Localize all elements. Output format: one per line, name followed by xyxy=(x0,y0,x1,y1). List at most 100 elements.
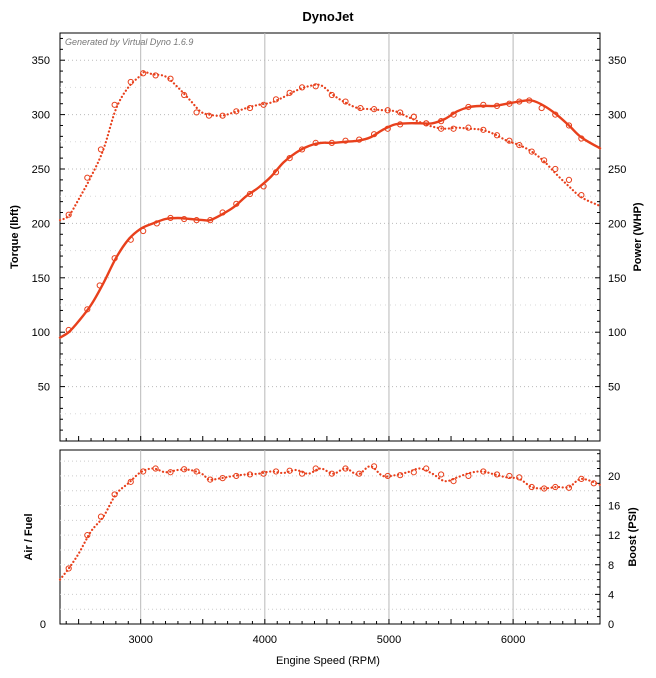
boost-point xyxy=(465,472,472,480)
power-point xyxy=(65,211,72,218)
boost-tick-label: 4 xyxy=(608,589,614,601)
torque-point xyxy=(84,306,91,313)
power-point xyxy=(219,112,226,119)
torque-point xyxy=(384,125,391,132)
boost-point xyxy=(480,468,487,475)
power-point xyxy=(286,89,293,96)
power-point xyxy=(410,113,417,120)
power-point xyxy=(480,126,487,133)
boost-point xyxy=(516,474,523,481)
bottom-series xyxy=(58,463,602,581)
power-tick-label: 250 xyxy=(608,164,626,176)
power-point xyxy=(193,109,200,116)
power-point xyxy=(312,83,319,90)
torque-tick-label: 350 xyxy=(32,55,50,67)
bottom-grid xyxy=(60,450,600,624)
torque-point xyxy=(65,326,72,334)
boost-point xyxy=(384,472,391,480)
torque-point xyxy=(526,97,533,104)
power-point xyxy=(516,141,523,149)
boost-tick-label: 8 xyxy=(608,560,614,572)
power-point xyxy=(357,104,364,112)
power-point xyxy=(578,192,585,199)
power-point xyxy=(152,72,159,79)
power-point xyxy=(298,84,306,91)
boost-point xyxy=(181,466,188,473)
power-point xyxy=(493,132,501,139)
power-tick-label: 300 xyxy=(608,110,626,122)
power-point xyxy=(97,146,105,153)
power-point xyxy=(111,101,118,108)
boost-point xyxy=(356,470,363,477)
boost-point xyxy=(541,485,548,492)
x-tick-label: 3000 xyxy=(128,634,152,646)
boost-tick-label: 16 xyxy=(608,501,620,513)
boost-point xyxy=(260,470,267,477)
torque-point xyxy=(465,103,472,111)
torque-point xyxy=(167,214,174,222)
boost-point xyxy=(97,513,105,520)
torque-point xyxy=(312,139,319,146)
power-point xyxy=(342,98,349,105)
boost-point xyxy=(438,471,445,478)
power-point xyxy=(370,106,378,113)
power-point xyxy=(565,176,573,183)
bottom-plot-frame xyxy=(59,449,601,625)
power-point xyxy=(397,109,404,116)
torque-point xyxy=(153,220,160,227)
torque-point xyxy=(370,131,378,138)
power-tick-label: 350 xyxy=(608,55,626,67)
boost-tick-label: 12 xyxy=(608,530,620,542)
boost-line xyxy=(58,465,602,581)
boost-point xyxy=(84,532,91,539)
x-tick-label: 6000 xyxy=(501,634,525,646)
boost-point xyxy=(342,465,349,472)
torque-point xyxy=(96,282,103,289)
torque-point xyxy=(506,100,513,107)
boost-point xyxy=(528,483,535,491)
torque-point xyxy=(193,217,200,224)
boost-point xyxy=(312,465,319,472)
power-line xyxy=(58,71,602,222)
y-axis-label-left: Torque (lbft) xyxy=(9,205,21,269)
boost-point xyxy=(450,477,457,485)
boost-point xyxy=(193,468,200,475)
power-point xyxy=(181,91,188,99)
torque-point xyxy=(342,137,349,144)
torque-point xyxy=(286,155,293,162)
torque-point xyxy=(450,111,457,118)
power-tick-label: 50 xyxy=(608,382,620,394)
boost-point xyxy=(397,472,404,479)
torque-point xyxy=(181,215,188,223)
boost-point xyxy=(328,470,335,477)
power-point xyxy=(167,75,174,82)
boost-point xyxy=(493,471,501,478)
afr-boost-panel: 0 4 8 12 16 20 0 Air / Fuel Boost (PSI) xyxy=(23,449,639,631)
power-point xyxy=(506,137,513,144)
x-tick-label: 4000 xyxy=(253,634,277,646)
boost-point xyxy=(111,491,118,498)
torque-point xyxy=(140,227,147,235)
boost-point xyxy=(246,471,254,478)
torque-point xyxy=(578,135,585,142)
boost-tick-label: 0 xyxy=(608,619,614,631)
bottom-tick-labels: 0 4 8 12 16 20 0 xyxy=(40,471,620,631)
boost-point xyxy=(233,472,240,480)
power-tick-label: 200 xyxy=(608,218,626,230)
torque-tick-label: 300 xyxy=(32,110,50,122)
boost-point xyxy=(410,469,417,476)
torque-point xyxy=(111,255,118,262)
boost-point xyxy=(65,565,72,572)
boost-point xyxy=(552,483,559,491)
torque-point xyxy=(397,121,404,128)
power-point xyxy=(84,174,91,181)
boost-point xyxy=(167,469,174,476)
power-point xyxy=(205,112,213,119)
power-point xyxy=(438,125,445,132)
power-point xyxy=(233,108,240,115)
y-axis-label-boost: Boost (PSI) xyxy=(627,507,639,567)
boost-point xyxy=(506,472,513,480)
boost-point xyxy=(298,470,306,477)
power-point xyxy=(140,70,147,77)
top-series xyxy=(58,70,602,339)
